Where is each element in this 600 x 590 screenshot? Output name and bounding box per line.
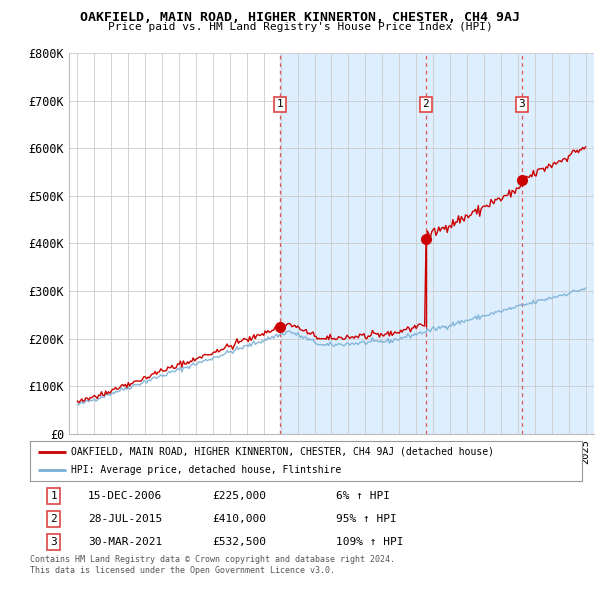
Text: 2: 2 [422, 100, 429, 110]
Text: 95% ↑ HPI: 95% ↑ HPI [337, 514, 397, 524]
Text: OAKFIELD, MAIN ROAD, HIGHER KINNERTON, CHESTER, CH4 9AJ (detached house): OAKFIELD, MAIN ROAD, HIGHER KINNERTON, C… [71, 447, 494, 457]
Text: 3: 3 [50, 537, 57, 547]
Text: HPI: Average price, detached house, Flintshire: HPI: Average price, detached house, Flin… [71, 465, 341, 475]
Text: £532,500: £532,500 [212, 537, 266, 547]
Text: OAKFIELD, MAIN ROAD, HIGHER KINNERTON, CHESTER, CH4 9AJ: OAKFIELD, MAIN ROAD, HIGHER KINNERTON, C… [80, 11, 520, 24]
Text: 109% ↑ HPI: 109% ↑ HPI [337, 537, 404, 547]
Text: 2: 2 [50, 514, 57, 524]
Text: 28-JUL-2015: 28-JUL-2015 [88, 514, 162, 524]
Text: This data is licensed under the Open Government Licence v3.0.: This data is licensed under the Open Gov… [30, 566, 335, 575]
Text: 15-DEC-2006: 15-DEC-2006 [88, 491, 162, 501]
Text: Price paid vs. HM Land Registry's House Price Index (HPI): Price paid vs. HM Land Registry's House … [107, 22, 493, 32]
Text: 30-MAR-2021: 30-MAR-2021 [88, 537, 162, 547]
Text: £225,000: £225,000 [212, 491, 266, 501]
Text: Contains HM Land Registry data © Crown copyright and database right 2024.: Contains HM Land Registry data © Crown c… [30, 555, 395, 563]
Text: 1: 1 [277, 100, 283, 110]
Text: £410,000: £410,000 [212, 514, 266, 524]
Bar [280, 53, 594, 434]
Text: 1: 1 [50, 491, 57, 501]
Text: 6% ↑ HPI: 6% ↑ HPI [337, 491, 391, 501]
Text: 3: 3 [518, 100, 526, 110]
